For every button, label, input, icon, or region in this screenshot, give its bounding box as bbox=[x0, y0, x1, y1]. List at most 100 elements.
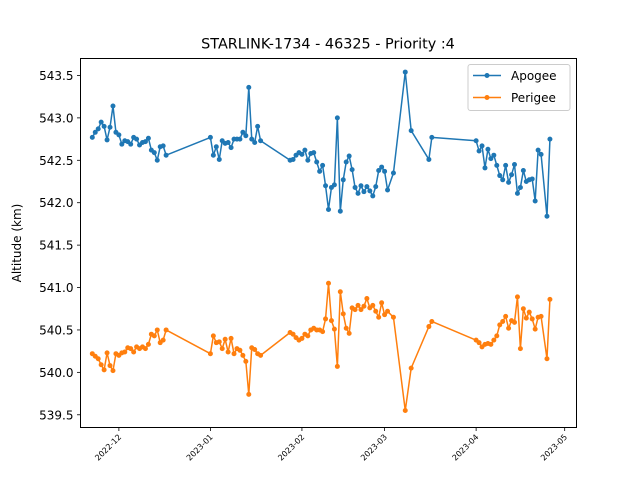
data-point-apogee bbox=[134, 136, 140, 142]
data-point-perigee bbox=[382, 312, 388, 318]
data-point-perigee bbox=[476, 340, 482, 346]
data-point-apogee bbox=[346, 153, 352, 159]
data-point-apogee bbox=[92, 129, 98, 135]
data-point-apogee bbox=[213, 144, 219, 150]
data-point-perigee bbox=[544, 356, 550, 362]
data-point-apogee bbox=[314, 159, 320, 165]
data-point-perigee bbox=[328, 318, 334, 324]
data-point-apogee bbox=[240, 129, 246, 135]
data-point-apogee bbox=[506, 179, 512, 185]
data-point-perigee bbox=[101, 367, 107, 373]
series-perigee bbox=[89, 280, 553, 414]
data-point-apogee bbox=[479, 143, 485, 149]
data-point-apogee bbox=[429, 134, 435, 140]
data-point-perigee bbox=[334, 363, 340, 369]
y-tick-label: 542.0 bbox=[39, 196, 73, 210]
data-point-apogee bbox=[326, 206, 331, 212]
data-point-apogee bbox=[408, 128, 414, 134]
data-point-apogee bbox=[355, 190, 361, 196]
data-point-apogee bbox=[497, 173, 503, 179]
data-point-perigee bbox=[408, 365, 414, 371]
data-point-perigee bbox=[237, 347, 243, 353]
data-point-perigee bbox=[379, 300, 385, 306]
data-point-perigee bbox=[385, 308, 391, 314]
data-point-perigee bbox=[497, 322, 503, 328]
data-point-perigee bbox=[231, 351, 237, 357]
data-point-apogee bbox=[547, 136, 553, 142]
data-point-apogee bbox=[243, 133, 249, 139]
data-point-perigee bbox=[305, 333, 311, 339]
data-point-apogee bbox=[538, 151, 544, 157]
data-point-perigee bbox=[373, 308, 379, 314]
data-point-perigee bbox=[529, 316, 535, 322]
data-point-perigee bbox=[488, 341, 494, 347]
data-point-apogee bbox=[402, 69, 408, 75]
data-point-perigee bbox=[500, 318, 506, 324]
data-point-perigee bbox=[219, 346, 225, 352]
data-point-apogee bbox=[491, 152, 497, 158]
data-point-perigee bbox=[95, 356, 101, 362]
data-point-apogee bbox=[154, 157, 160, 163]
data-point-apogee bbox=[488, 156, 494, 162]
data-point-apogee bbox=[237, 136, 243, 142]
data-point-perigee bbox=[326, 280, 331, 286]
data-point-perigee bbox=[503, 313, 509, 319]
data-point-apogee bbox=[320, 162, 326, 168]
data-point-apogee bbox=[476, 148, 482, 154]
data-point-apogee bbox=[299, 151, 305, 157]
data-point-apogee bbox=[500, 177, 506, 183]
data-point-perigee bbox=[526, 309, 532, 315]
legend-entry-apogee: Apogee bbox=[473, 69, 557, 83]
data-point-apogee bbox=[517, 184, 523, 190]
series-apogee bbox=[89, 69, 553, 219]
data-point-apogee bbox=[151, 150, 157, 156]
data-point-apogee bbox=[246, 84, 252, 90]
y-tick-label: 540.0 bbox=[39, 366, 73, 380]
data-point-apogee bbox=[337, 208, 343, 214]
data-point-perigee bbox=[216, 339, 222, 345]
data-point-perigee bbox=[128, 346, 134, 352]
data-point-perigee bbox=[107, 363, 113, 369]
data-point-perigee bbox=[323, 316, 329, 322]
data-point-apogee bbox=[207, 134, 213, 140]
chart-title: STARLINK-1734 - 46325 - Priority :4 bbox=[201, 37, 455, 53]
data-point-perigee bbox=[346, 330, 352, 336]
data-point-perigee bbox=[151, 333, 157, 339]
data-point-perigee bbox=[514, 294, 520, 300]
data-point-apogee bbox=[98, 119, 104, 125]
data-point-apogee bbox=[252, 139, 258, 145]
data-point-perigee bbox=[243, 358, 249, 364]
y-tick-label: 543.0 bbox=[39, 111, 73, 125]
data-point-apogee bbox=[514, 190, 520, 196]
data-point-apogee bbox=[128, 141, 134, 147]
data-point-perigee bbox=[145, 341, 151, 347]
y-tick-label: 540.5 bbox=[39, 323, 73, 337]
data-point-perigee bbox=[517, 346, 523, 352]
data-point-apogee bbox=[544, 213, 550, 219]
data-point-perigee bbox=[110, 368, 116, 374]
data-point-perigee bbox=[426, 324, 432, 330]
data-point-perigee bbox=[240, 352, 246, 358]
data-point-perigee bbox=[358, 307, 364, 313]
data-point-apogee bbox=[228, 145, 234, 151]
legend-entry-perigee: Perigee bbox=[473, 91, 556, 105]
data-point-apogee bbox=[373, 184, 379, 190]
y-tick-label: 541.5 bbox=[39, 239, 73, 253]
data-point-apogee bbox=[225, 139, 231, 145]
data-point-apogee bbox=[163, 152, 169, 158]
data-point-apogee bbox=[390, 170, 396, 176]
y-tick-label: 543.5 bbox=[39, 69, 73, 83]
data-point-perigee bbox=[532, 326, 538, 332]
data-point-apogee bbox=[95, 126, 101, 132]
y-axis-label: Altitude (km) bbox=[10, 204, 24, 283]
data-point-perigee bbox=[494, 333, 500, 339]
data-point-apogee bbox=[142, 139, 148, 145]
data-point-apogee bbox=[367, 188, 373, 194]
data-point-perigee bbox=[520, 306, 526, 312]
data-point-perigee bbox=[122, 349, 128, 355]
data-point-apogee bbox=[358, 183, 364, 189]
data-point-apogee bbox=[104, 137, 110, 143]
data-point-perigee bbox=[390, 314, 396, 320]
y-tick-label: 539.5 bbox=[39, 408, 73, 422]
